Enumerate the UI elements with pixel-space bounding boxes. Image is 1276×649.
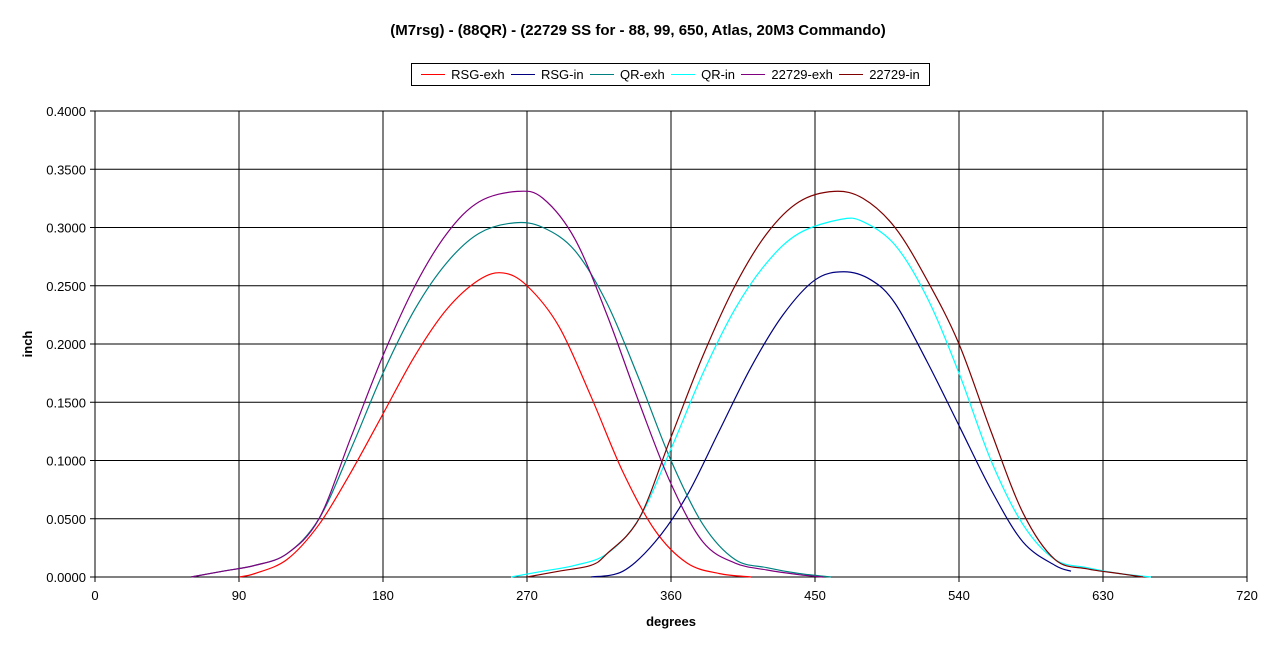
x-tick-label: 720 [1236,588,1258,603]
axes: 0 90 180 270 360 450 540 630 720 0.0000 0.0500 0.10… [46,104,1258,603]
y-tick-label: 0.3500 [46,162,86,177]
legend-label: QR-in [701,67,736,82]
x-tick-label: 0 [91,588,98,603]
legend-item-qr-exh: QR-exh [589,67,665,82]
series-line-22729-exh [190,190,824,578]
legend-label: RSG-exh [451,67,505,82]
legend-swatch [671,74,696,75]
y-axis-title: inch [20,331,35,358]
legend-label: 22729-exh [771,67,833,82]
legend-label: 22729-in [869,67,920,82]
x-tick-label: 270 [516,588,538,603]
x-tick-label: 630 [1092,588,1114,603]
x-tick-label: 360 [660,588,682,603]
legend-label: QR-exh [619,67,665,82]
series-lines [190,190,1152,578]
legend-swatch [839,74,864,75]
y-tick-label: 0.1000 [46,454,86,469]
x-axis-title: degrees [646,614,696,629]
legend-swatch [589,74,614,75]
legend-swatch [421,74,446,75]
legend-label: RSG-in [540,67,584,82]
x-tick-label: 180 [372,588,394,603]
x-tick-label: 450 [804,588,826,603]
y-tick-label: 0.0500 [46,512,86,527]
legend-swatch [741,74,766,75]
legend: RSG-exh RSG-in QR-exh QR-in 22729-exh 22729-i… [411,63,930,86]
y-tick-label: 0.3000 [46,221,86,236]
chart-title: (M7rsg) - (88QR) - (22729 SS for - 88, 9… [390,22,886,39]
legend-item-qr-in: QR-in [671,67,735,82]
series-line-22729-in [526,190,1144,578]
y-tick-label: 0.0000 [46,570,86,585]
y-tick-label: 0.1500 [46,395,86,410]
y-tick-label: 0.4000 [46,104,86,119]
legend-item-22729-in: 22729-in [839,67,920,82]
legend-item-rsg-in: RSG-in [510,67,584,82]
y-tick-label: 0.2000 [46,337,86,352]
legend-swatch [510,74,535,75]
legend-item-22729-exh: 22729-exh [741,67,833,82]
series-line-rsg-exh [238,272,752,578]
x-tick-label: 540 [948,588,970,603]
legend-item-rsg-exh: RSG-exh [421,67,505,82]
y-tick-label: 0.2500 [46,279,86,294]
x-tick-label: 90 [232,588,246,603]
